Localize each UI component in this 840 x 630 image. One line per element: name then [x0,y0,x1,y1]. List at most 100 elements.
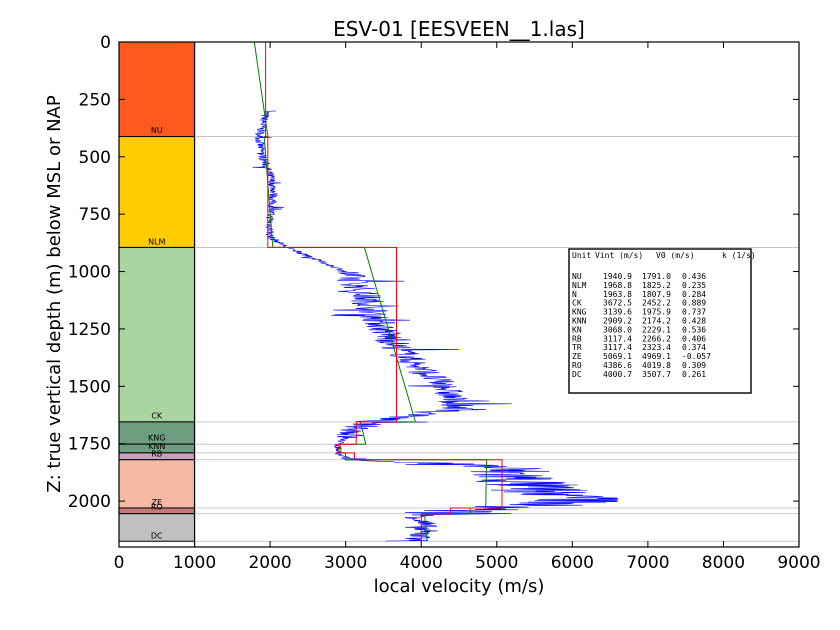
table-cell-v0-1: 1825.2 [642,281,671,290]
column-label-ze: ZE [152,498,163,507]
table-cell-unit-0: NU [572,272,582,281]
interval-velocity-line [265,42,503,542]
table-header-2: V0 (m/s) [656,251,695,260]
table-cell-unit-2: N [572,290,577,299]
column-block-nu [118,41,196,138]
y-axis-ticks: 0 250 500 750 1000 1250 1500 1750 2000 [68,33,799,512]
table-cell-k-11: 0.261 [682,370,706,379]
table-cell-unit-5: KNN [572,317,587,326]
column-label-ck: CK [151,412,163,421]
table-cell-vint-9: 5069.1 [603,352,632,361]
y-tick-label-2000: 2000 [68,492,111,512]
table-cell-k-3: 0.889 [682,299,706,308]
table-header-0: Unit [572,251,591,260]
column-label-nlm: NLM [148,237,165,246]
table-header-1: Vint (m/s) [595,251,643,260]
log-velocity-line [252,110,619,542]
x-tick-label-8000: 8000 [702,553,745,573]
y-tick-label-1250: 1250 [68,320,111,340]
table-cell-k-7: 0.406 [682,334,706,343]
table-cell-vint-11: 4000.7 [603,370,632,379]
y-tick-label-1500: 1500 [68,377,111,397]
table-cell-v0-8: 2323.4 [642,343,671,352]
table-cell-v0-6: 2229.1 [642,325,671,334]
table-cell-k-9: -0.057 [682,352,711,361]
v0k-velocity-line [253,41,488,542]
column-block-ck [118,246,196,423]
y-tick-label-1000: 1000 [68,263,111,283]
table-cell-k-10: 0.309 [682,361,706,370]
column-block-ze [118,459,196,509]
table-cell-unit-6: KN [572,325,582,334]
table-header-3: k (1/s) [722,251,756,260]
x-tick-label-7000: 7000 [626,553,669,573]
x-tick-label-9000: 9000 [777,553,820,573]
table-cell-v0-11: 3507.7 [642,370,671,379]
column-label-dc: DC [151,532,163,541]
column-block-nlm [118,136,196,248]
y-tick-label-1750: 1750 [68,435,111,455]
table-cell-vint-0: 1940.9 [603,272,632,281]
table-cell-k-8: 0.374 [682,343,706,352]
x-tick-label-3000: 3000 [324,553,367,573]
interval-velocity-series [265,42,503,542]
column-label-kng: KNG [148,433,165,442]
table-cell-vint-2: 1963.8 [603,290,632,299]
table-cell-v0-10: 4019.8 [642,361,671,370]
y-tick-label-0: 0 [100,33,111,53]
table-cell-k-6: 0.536 [682,325,706,334]
table-cell-v0-0: 1791.0 [642,272,671,281]
table-cell-vint-10: 4386.6 [603,361,632,370]
column-label-ro: RO [151,503,163,512]
y-tick-label-250: 250 [79,90,111,110]
table-cell-v0-9: 4969.1 [642,352,671,361]
table-cell-v0-4: 1975.9 [642,308,671,317]
table-cell-vint-8: 3117.4 [603,343,632,352]
table-cell-unit-11: DC [572,370,582,379]
chart-title: ESV-01 [EESVEEN__1.las] [333,17,585,41]
log-velocity-series [252,110,619,542]
table-cell-unit-3: CK [572,299,582,308]
table-cell-unit-10: RO [572,361,582,370]
v0k-velocity-series [253,41,488,542]
column-label-nu: NU [151,126,163,135]
table-cell-v0-3: 2452.2 [642,299,671,308]
table-cell-k-1: 0.235 [682,281,706,290]
x-axis-title: local velocity (m/s) [374,576,545,597]
plot-frame [118,41,800,548]
y-tick-label-750: 750 [79,205,111,225]
table-cell-vint-1: 1968.8 [603,281,632,290]
column-label-knn: KNN [148,442,165,451]
table-cell-unit-9: ZE [572,352,582,361]
table-cell-vint-6: 3068.0 [603,325,632,334]
table-cell-unit-1: NLM [572,281,587,290]
x-tick-label-0: 0 [114,553,125,573]
table-cell-k-4: 0.737 [682,308,706,317]
table-cell-vint-7: 3117.4 [603,334,632,343]
table-cell-vint-5: 2909.2 [603,317,632,326]
table-cell-unit-8: TR [572,343,582,352]
x-tick-label-4000: 4000 [400,553,443,573]
x-tick-label-6000: 6000 [551,553,594,573]
table-cell-v0-7: 2266.2 [642,334,671,343]
table-cell-vint-4: 3139.6 [603,308,632,317]
x-tick-label-1000: 1000 [173,553,216,573]
x-tick-label-2000: 2000 [248,553,291,573]
table-cell-v0-5: 2174.2 [642,317,671,326]
x-axis-ticks: 0 1000 2000 3000 4000 5000 6000 7000 8000 9000 [114,42,821,573]
column-label-rb: RB [151,449,162,458]
table-cell-k-5: 0.428 [682,317,706,326]
y-tick-label-500: 500 [79,148,111,168]
table-cell-unit-4: KNG [572,308,587,317]
table-cell-k-0: 0.436 [682,272,706,281]
column-block-dc [118,513,196,542]
table-frame [568,248,752,394]
table-cell-v0-2: 1807.9 [642,290,671,299]
table-cell-k-2: 0.284 [682,290,706,299]
y-axis-title: Z: true vertical depth (m) below MSL or … [44,95,65,493]
x-tick-label-5000: 5000 [475,553,518,573]
unit-velocity-table: Unit Vint (m/s) V0 (m/s) k (1/s) NU 1940.9 179… [568,248,756,394]
table-cell-vint-3: 3672.5 [603,299,632,308]
